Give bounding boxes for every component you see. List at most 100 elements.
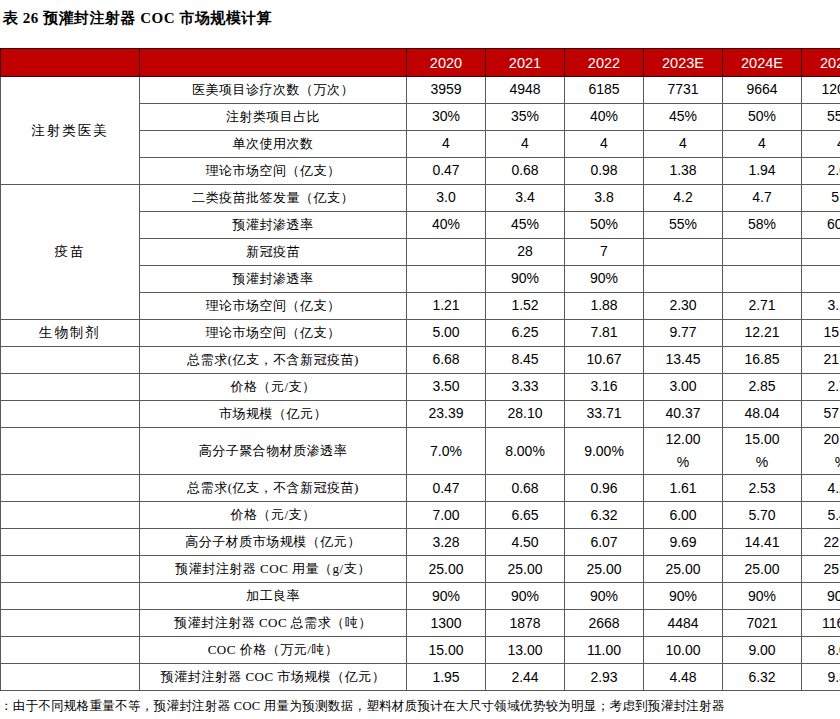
value-cell: 3.16 <box>565 374 644 401</box>
value-cell: 28.10 <box>486 401 565 428</box>
value-cell: 1878 <box>486 610 565 637</box>
value-cell: 9664 <box>723 77 802 104</box>
category-cell <box>1 502 140 529</box>
table-row: 预灌封注射器 COC 总需求（吨）13001878266844847021116… <box>1 610 840 637</box>
value-cell: 6.65 <box>486 502 565 529</box>
value-cell: 1.88 <box>565 293 644 320</box>
value-cell: 0.68 <box>486 475 565 502</box>
value-cell: 20.00 % <box>802 428 840 475</box>
value-cell: 4 <box>407 131 486 158</box>
value-cell: 55% <box>644 212 723 239</box>
value-cell: 13.45 <box>644 347 723 374</box>
category-cell <box>1 529 140 556</box>
row-label-cell: 单次使用次数 <box>140 131 407 158</box>
value-cell: 40% <box>407 212 486 239</box>
value-cell: 2.71 <box>802 374 840 401</box>
value-cell: 7.0% <box>407 428 486 475</box>
table-row: 生物制剂理论市场空间（亿支）5.006.257.819.7712.2115.26 <box>1 320 840 347</box>
value-cell: 11699 <box>802 610 840 637</box>
value-cell: 15.00 <box>407 637 486 664</box>
value-cell: 48.04 <box>723 401 802 428</box>
value-cell: 0.47 <box>407 475 486 502</box>
value-cell: 25.00 <box>802 556 840 583</box>
year-header-2024E: 2024E <box>723 49 802 77</box>
value-cell: 3959 <box>407 77 486 104</box>
value-cell: 35% <box>486 104 565 131</box>
value-cell: 60% <box>802 212 840 239</box>
category-cell <box>1 664 140 691</box>
value-cell: 4 <box>486 131 565 158</box>
table-row: 市场规模（亿元）23.3928.1033.7140.3748.0457.03 <box>1 401 840 428</box>
value-cell: 2.93 <box>565 664 644 691</box>
value-cell <box>644 266 723 293</box>
value-cell: 3.28 <box>407 529 486 556</box>
value-cell <box>802 239 840 266</box>
category-cell <box>1 374 140 401</box>
value-cell: 50% <box>565 212 644 239</box>
year-header-2025E: 2025E <box>802 49 840 77</box>
year-header-2022: 2022 <box>565 49 644 77</box>
value-cell: 0.96 <box>565 475 644 502</box>
value-cell: 0.47 <box>407 158 486 185</box>
value-cell: 11.00 <box>565 637 644 664</box>
row-label-cell: 市场规模（亿元） <box>140 401 407 428</box>
category-cell <box>1 556 140 583</box>
value-cell: 15.26 <box>802 320 840 347</box>
value-cell: 3.33 <box>486 374 565 401</box>
value-cell: 90% <box>644 583 723 610</box>
row-label-cell: COC 价格（万元/吨） <box>140 637 407 664</box>
row-label-cell: 加工良率 <box>140 583 407 610</box>
value-cell: 4484 <box>644 610 723 637</box>
value-cell: 16.85 <box>723 347 802 374</box>
value-cell: 22.81 <box>802 529 840 556</box>
value-cell: 90% <box>802 583 840 610</box>
value-cell: 5.2 <box>802 185 840 212</box>
value-cell: 12.21 <box>723 320 802 347</box>
category-cell: 疫苗 <box>1 185 140 320</box>
category-cell <box>1 347 140 374</box>
value-cell: 3.50 <box>407 374 486 401</box>
value-cell: 1.94 <box>723 158 802 185</box>
value-cell: 9.00 <box>723 637 802 664</box>
value-cell: 4 <box>644 131 723 158</box>
value-cell: 1.21 <box>407 293 486 320</box>
category-cell <box>1 475 140 502</box>
table-row: 预灌封注射器 COC 市场规模（亿元）1.952.442.934.486.329… <box>1 664 840 691</box>
table-row: COC 价格（万元/吨）15.0013.0011.0010.009.008.00 <box>1 637 840 664</box>
table-body: 注射类医美医美项目诊疗次数（万次）39594948618577319664120… <box>1 77 840 691</box>
value-cell: 25.00 <box>644 556 723 583</box>
value-cell <box>407 239 486 266</box>
value-cell: 7021 <box>723 610 802 637</box>
row-label-cell: 总需求(亿支，不含新冠疫苗) <box>140 347 407 374</box>
table-row: 注射类医美医美项目诊疗次数（万次）39594948618577319664120… <box>1 77 840 104</box>
value-cell: 90% <box>723 583 802 610</box>
value-cell: 6.32 <box>723 664 802 691</box>
value-cell: 6.32 <box>565 502 644 529</box>
row-label-cell: 预灌封渗透率 <box>140 212 407 239</box>
header-item-blank <box>140 49 407 77</box>
year-header-row: 2020202120222023E2024E2025E <box>1 49 840 77</box>
value-cell: 2.30 <box>644 293 723 320</box>
footnote-text: ：由于不同规格重量不等，预灌封注射器 COC 用量为预测数据，塑料材质预计在大尺… <box>0 698 840 715</box>
row-label-cell: 预灌封注射器 COC 总需求（吨） <box>140 610 407 637</box>
value-cell: 3.00 <box>644 374 723 401</box>
table-row: 高分子材质市场规模（亿元）3.284.506.079.6914.4122.81 <box>1 529 840 556</box>
value-cell: 8.00% <box>486 428 565 475</box>
table-row: 总需求(亿支，不含新冠疫苗)0.470.680.961.612.534.21 <box>1 475 840 502</box>
value-cell: 4 <box>723 131 802 158</box>
value-cell: 7731 <box>644 77 723 104</box>
value-cell: 5.42 <box>802 502 840 529</box>
category-cell <box>1 610 140 637</box>
table-row: 高分子聚合物材质渗透率7.0%8.00%9.00%12.00 %15.00 %2… <box>1 428 840 475</box>
value-cell: 6185 <box>565 77 644 104</box>
year-header-2023E: 2023E <box>644 49 723 77</box>
table-row: 总需求(亿支，不含新冠疫苗)6.688.4510.6713.4516.8521.… <box>1 347 840 374</box>
year-header-2020: 2020 <box>407 49 486 77</box>
value-cell: 1.38 <box>644 158 723 185</box>
value-cell: 6.68 <box>407 347 486 374</box>
table-row: 疫苗二类疫苗批签发量（亿支）3.03.43.84.24.75.2 <box>1 185 840 212</box>
value-cell: 3.4 <box>486 185 565 212</box>
category-cell <box>1 637 140 664</box>
category-cell <box>1 583 140 610</box>
value-cell: 0.98 <box>565 158 644 185</box>
